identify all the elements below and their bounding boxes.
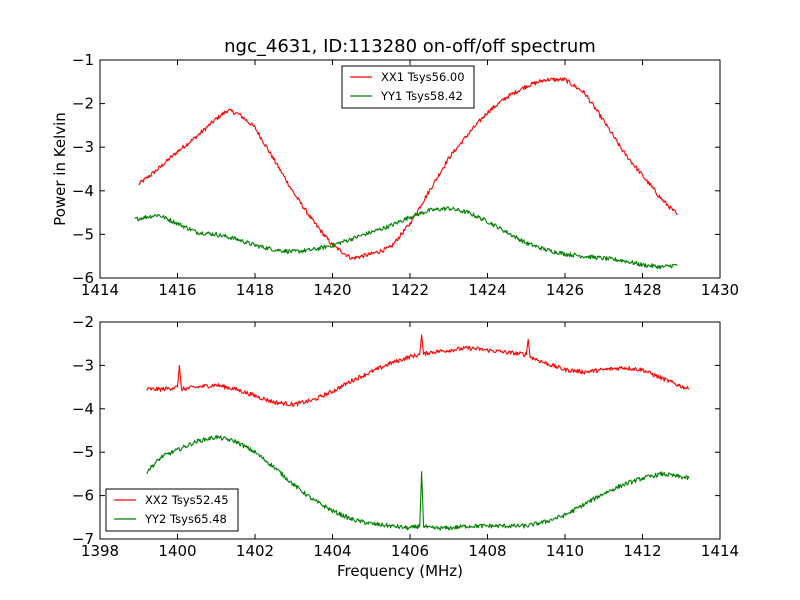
x-tick-label: 1400 xyxy=(158,542,196,560)
x-tick-label: 1406 xyxy=(391,542,429,560)
x-tick-label: 1404 xyxy=(313,542,351,560)
x-tick-label: 1416 xyxy=(158,281,196,299)
x-tick-label: 1422 xyxy=(391,281,429,299)
x-tick-label: 1418 xyxy=(236,281,274,299)
y-tick-label: −4 xyxy=(72,182,94,200)
top-panel: 1414 1416 1418 1420 1422 1424 1426 1428 1430 −6 −5… xyxy=(51,51,739,299)
bottom-panel: 1398 1400 1402 1404 1406 1408 1410 1412 1414 −7 −6… xyxy=(72,313,739,580)
y-tick-label: −6 xyxy=(72,487,94,505)
legend-box xyxy=(341,65,475,109)
x-tick-label: 1408 xyxy=(468,542,506,560)
x-tick-label: 1424 xyxy=(468,281,506,299)
x-tick-label: 1410 xyxy=(546,542,584,560)
x-tick-label: 1420 xyxy=(313,281,351,299)
series-line-2-2 xyxy=(146,435,690,531)
legend-label: YY1 Tsys58.42 xyxy=(380,89,463,103)
y-tick-label: −7 xyxy=(72,530,94,548)
legend-label: XX1 Tsys56.00 xyxy=(381,70,465,84)
legend: XX1 Tsys56.00 YY1 Tsys58.42 xyxy=(341,65,475,109)
legend-label: YY2 Tsys65.48 xyxy=(144,512,227,526)
x-tick-label: 1402 xyxy=(236,542,274,560)
legend: XX2 Tsys52.45 YY2 Tsys65.48 xyxy=(105,488,239,532)
y-axis-label: Power in Kelvin xyxy=(51,112,69,226)
series-line-1-2 xyxy=(134,206,678,270)
x-tick-label: 1426 xyxy=(546,281,584,299)
x-tick-label: 1412 xyxy=(623,542,661,560)
y-tick-label: −5 xyxy=(72,225,94,243)
series-line-1-1 xyxy=(138,77,678,260)
x-tick-label: 1428 xyxy=(623,281,661,299)
y-tick-label: −4 xyxy=(72,400,94,418)
y-tick-label: −3 xyxy=(72,356,94,374)
y-tick-label: −3 xyxy=(72,138,94,156)
y-tick-label: −6 xyxy=(72,269,94,287)
legend-box xyxy=(105,488,239,532)
x-tick-label: 1414 xyxy=(701,542,739,560)
y-tick-label: −5 xyxy=(72,443,94,461)
series-line-2-1 xyxy=(146,334,690,407)
y-tick-label: −1 xyxy=(72,51,94,69)
x-axis-label: Frequency (MHz) xyxy=(337,562,463,580)
chart-title: ngc_4631, ID:113280 on-off/off spectrum xyxy=(224,36,596,57)
y-tick-label: −2 xyxy=(72,95,94,113)
x-tick-label: 1414 xyxy=(81,281,119,299)
legend-label: XX2 Tsys52.45 xyxy=(145,493,229,507)
x-tick-label: 1430 xyxy=(701,281,739,299)
x-tick-label: 1398 xyxy=(81,542,119,560)
y-tick-label: −2 xyxy=(72,313,94,331)
